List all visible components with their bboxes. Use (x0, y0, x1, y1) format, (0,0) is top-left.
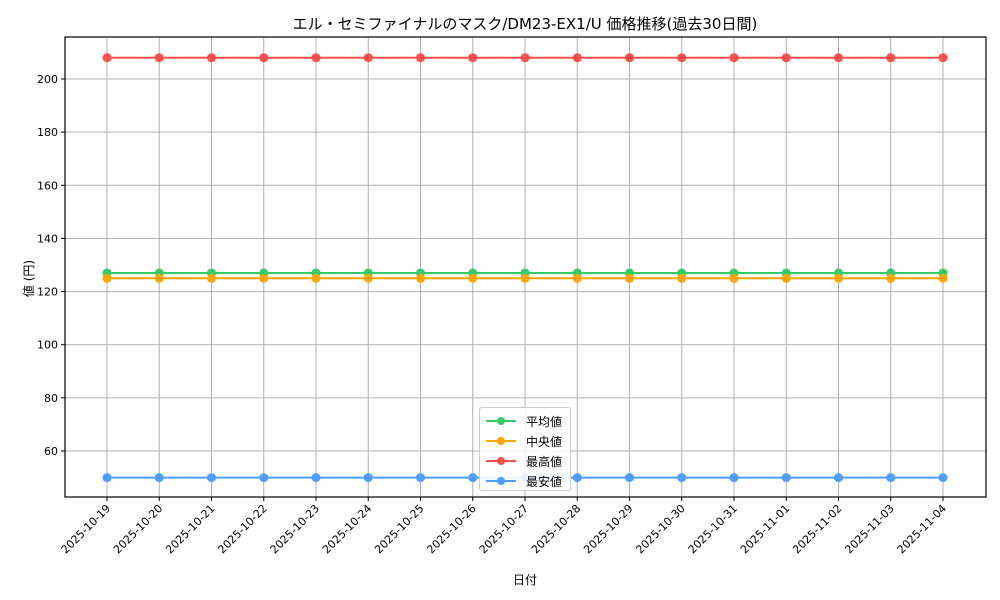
data-point (154, 53, 164, 63)
x-axis-label: 日付 (513, 573, 538, 587)
data-point (311, 53, 321, 63)
legend-swatch-icon (486, 435, 516, 447)
x-tick-label: 2025-10-19 (59, 502, 113, 556)
x-tick-label: 2025-10-26 (424, 502, 478, 556)
y-tick-label: 160 (37, 179, 58, 192)
chart-title: エル・セミファイナルのマスク/DM23-EX1/U 価格推移(過去30日間) (292, 15, 758, 33)
x-tick-label: 2025-10-31 (686, 502, 740, 556)
y-tick-label: 60 (44, 445, 58, 458)
data-point (572, 473, 582, 483)
data-point (677, 473, 687, 483)
y-tick-label: 200 (37, 73, 58, 86)
data-point (363, 473, 373, 483)
legend-item: 最安値 (486, 471, 564, 491)
data-point (207, 53, 216, 63)
data-point (363, 53, 373, 63)
legend-label: 中央値 (526, 434, 563, 449)
data-point (416, 273, 425, 283)
y-tick-label: 120 (37, 286, 58, 299)
data-point (154, 473, 164, 483)
x-tick-label: 2025-10-30 (633, 502, 687, 556)
x-tick-label: 2025-10-21 (163, 502, 217, 556)
legend-swatch-icon (486, 475, 516, 487)
data-point (938, 273, 948, 283)
x-tick-label: 2025-11-02 (790, 502, 844, 556)
legend-item: 中央値 (486, 431, 564, 451)
data-point (207, 473, 216, 483)
data-point (311, 273, 321, 283)
data-point (259, 473, 269, 483)
data-point (625, 53, 634, 63)
series-中央値 (102, 273, 948, 283)
legend-label: 平均値 (526, 414, 563, 429)
data-point (781, 273, 791, 283)
x-tick-label: 2025-10-29 (581, 502, 635, 556)
data-point (468, 273, 478, 283)
data-point (938, 53, 948, 63)
x-tick-label: 2025-10-24 (320, 502, 374, 556)
series-最高値 (102, 53, 948, 63)
data-point (102, 273, 112, 283)
data-point (154, 273, 164, 283)
y-tick-label: 100 (37, 339, 58, 352)
data-point (886, 473, 896, 483)
x-tick-label: 2025-10-25 (372, 502, 426, 556)
data-point (311, 473, 321, 483)
legend-swatch-icon (486, 455, 516, 467)
data-point (207, 273, 216, 283)
data-point (572, 273, 582, 283)
data-point (468, 473, 478, 483)
legend-label: 最高値 (526, 454, 563, 469)
data-point (834, 473, 843, 483)
data-point (468, 53, 478, 63)
data-point (625, 473, 634, 483)
data-point (625, 273, 634, 283)
x-tick-label: 2025-10-23 (268, 502, 322, 556)
legend-label: 最安値 (526, 474, 563, 489)
y-tick-label: 80 (44, 392, 58, 405)
x-tick-label: 2025-10-20 (111, 502, 165, 556)
data-point (102, 473, 112, 483)
data-point (886, 53, 896, 63)
data-point (520, 273, 530, 283)
legend-item: 平均値 (486, 411, 564, 431)
legend: 平均値中央値最高値最安値 (479, 407, 571, 491)
data-point (938, 473, 948, 483)
x-tick-label: 2025-10-28 (529, 502, 583, 556)
x-tick-label: 2025-11-04 (895, 502, 949, 556)
data-point (834, 53, 843, 63)
data-point (677, 53, 687, 63)
x-tick-label: 2025-10-22 (215, 502, 269, 556)
data-point (781, 53, 791, 63)
data-point (729, 273, 739, 283)
data-point (677, 273, 687, 283)
data-point (572, 53, 582, 63)
data-point (834, 273, 843, 283)
data-point (363, 273, 373, 283)
y-tick-label: 180 (37, 126, 58, 139)
data-point (729, 473, 739, 483)
x-tick-label: 2025-11-03 (842, 502, 896, 556)
data-point (259, 53, 269, 63)
data-point (416, 53, 425, 63)
data-point (520, 53, 530, 63)
data-point (102, 53, 112, 63)
data-point (886, 273, 896, 283)
y-tick-label: 140 (37, 232, 58, 245)
data-point (781, 473, 791, 483)
data-point (729, 53, 739, 63)
x-tick-label: 2025-10-27 (477, 502, 531, 556)
legend-item: 最高値 (486, 451, 564, 471)
data-point (259, 273, 269, 283)
data-point (416, 473, 425, 483)
x-tick-label: 2025-11-01 (738, 502, 792, 556)
legend-swatch-icon (486, 415, 516, 427)
